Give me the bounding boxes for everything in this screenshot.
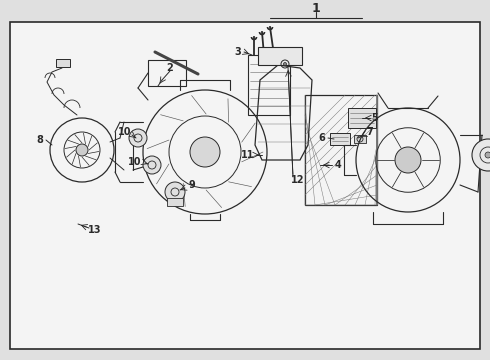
Text: 7: 7 bbox=[367, 127, 373, 137]
Bar bbox=[148, 60, 186, 86]
Text: 2: 2 bbox=[167, 63, 173, 73]
Text: 10: 10 bbox=[118, 127, 132, 137]
Bar bbox=[305, 95, 377, 205]
Bar bbox=[330, 133, 350, 145]
Text: 6: 6 bbox=[318, 133, 325, 143]
Bar bbox=[167, 198, 183, 206]
Circle shape bbox=[190, 137, 220, 167]
Bar bbox=[348, 108, 376, 128]
Bar bbox=[258, 47, 302, 65]
Circle shape bbox=[485, 152, 490, 158]
Text: 10: 10 bbox=[128, 157, 142, 167]
Text: 9: 9 bbox=[189, 180, 196, 190]
Bar bbox=[354, 135, 366, 143]
Circle shape bbox=[284, 63, 287, 66]
Bar bbox=[56, 59, 70, 67]
Circle shape bbox=[143, 156, 161, 174]
Text: 4: 4 bbox=[335, 160, 342, 170]
Text: 5: 5 bbox=[371, 113, 378, 123]
Text: 13: 13 bbox=[88, 225, 102, 235]
Circle shape bbox=[76, 144, 88, 156]
Text: 12: 12 bbox=[291, 175, 305, 185]
Circle shape bbox=[472, 139, 490, 171]
Text: 11: 11 bbox=[241, 150, 255, 160]
Circle shape bbox=[165, 182, 185, 202]
Text: 1: 1 bbox=[312, 1, 320, 14]
Circle shape bbox=[395, 147, 421, 173]
Text: 3: 3 bbox=[235, 47, 242, 57]
Bar bbox=[248, 55, 290, 115]
Circle shape bbox=[129, 129, 147, 147]
Text: 8: 8 bbox=[37, 135, 44, 145]
